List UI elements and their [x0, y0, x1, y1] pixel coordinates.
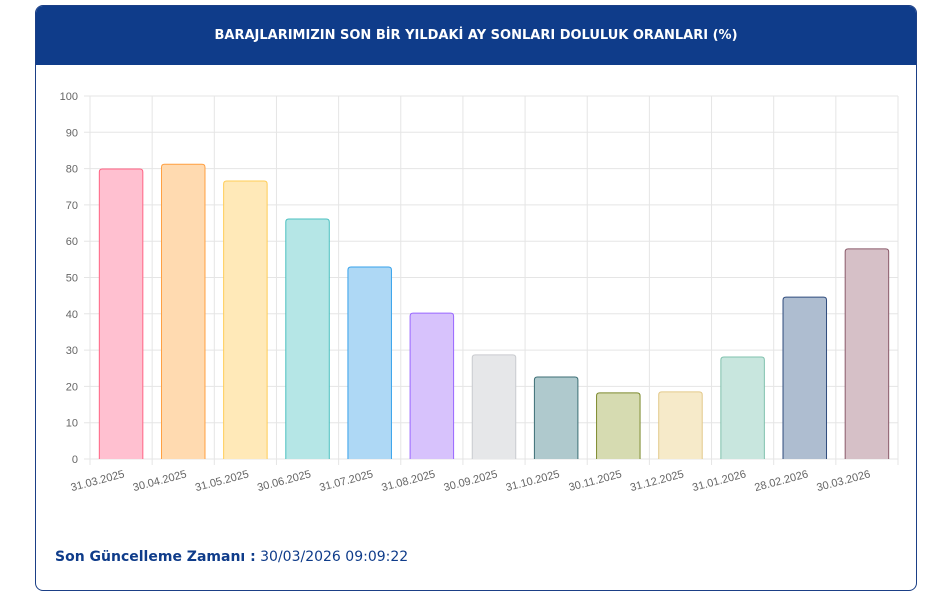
bar — [347, 266, 392, 459]
y-tick-label: 40 — [66, 309, 78, 321]
footer-label: Son Güncelleme Zamanı : — [55, 549, 256, 565]
bar — [285, 218, 330, 459]
y-tick-label: 10 — [66, 418, 78, 430]
x-tick-label: 30.04.2025 — [132, 468, 188, 494]
chart: 0 10 20 30 40 50 60 70 80 90 100 31.03.2025 30.04.20… — [60, 91, 899, 494]
y-tick-label: 0 — [72, 454, 78, 466]
x-tick-label: 31.05.2025 — [194, 468, 250, 494]
x-tick-label: 30.09.2025 — [442, 468, 498, 494]
card: BARAJLARIMIZIN SON BİR YILDAKİ AY SONLAR… — [35, 5, 917, 591]
chart-title: BARAJLARIMIZIN SON BİR YILDAKİ AY SONLAR… — [36, 6, 916, 65]
bar — [596, 392, 641, 459]
x-tick-label: 31.03.2025 — [70, 468, 126, 494]
y-tick-label: 90 — [66, 127, 78, 139]
x-tick-label: 30.11.2025 — [568, 468, 624, 494]
y-tick-label: 60 — [66, 236, 78, 248]
y-tick-label: 30 — [66, 345, 78, 357]
y-tick-label: 80 — [66, 164, 78, 176]
x-tick-label: 31.01.2026 — [691, 468, 747, 494]
x-tick-label: 31.10.2025 — [505, 468, 561, 494]
y-tick-label: 70 — [66, 200, 78, 212]
x-tick-label: 31.12.2025 — [629, 468, 685, 494]
x-tick-label: 28.02.2026 — [753, 468, 809, 494]
bar — [533, 376, 579, 459]
x-tick-label: 31.07.2025 — [318, 468, 374, 494]
bar — [471, 354, 517, 459]
bar — [223, 180, 268, 459]
bar — [409, 312, 455, 459]
bar — [658, 391, 703, 459]
y-tick-label: 100 — [60, 91, 78, 103]
bar — [782, 296, 828, 459]
bar — [720, 356, 765, 459]
x-tick-label: 30.06.2025 — [256, 468, 312, 494]
bar — [160, 163, 206, 459]
y-tick-label: 20 — [66, 381, 78, 393]
bar — [844, 248, 890, 459]
footer: Son Güncelleme Zamanı : 30/03/2026 09:09… — [55, 549, 408, 565]
x-tick-label: 30.03.2026 — [815, 468, 871, 494]
y-tick-label: 50 — [66, 273, 78, 285]
x-tick-label: 31.08.2025 — [380, 468, 436, 494]
footer-value: 30/03/2026 09:09:22 — [260, 549, 409, 565]
bar — [98, 168, 144, 459]
